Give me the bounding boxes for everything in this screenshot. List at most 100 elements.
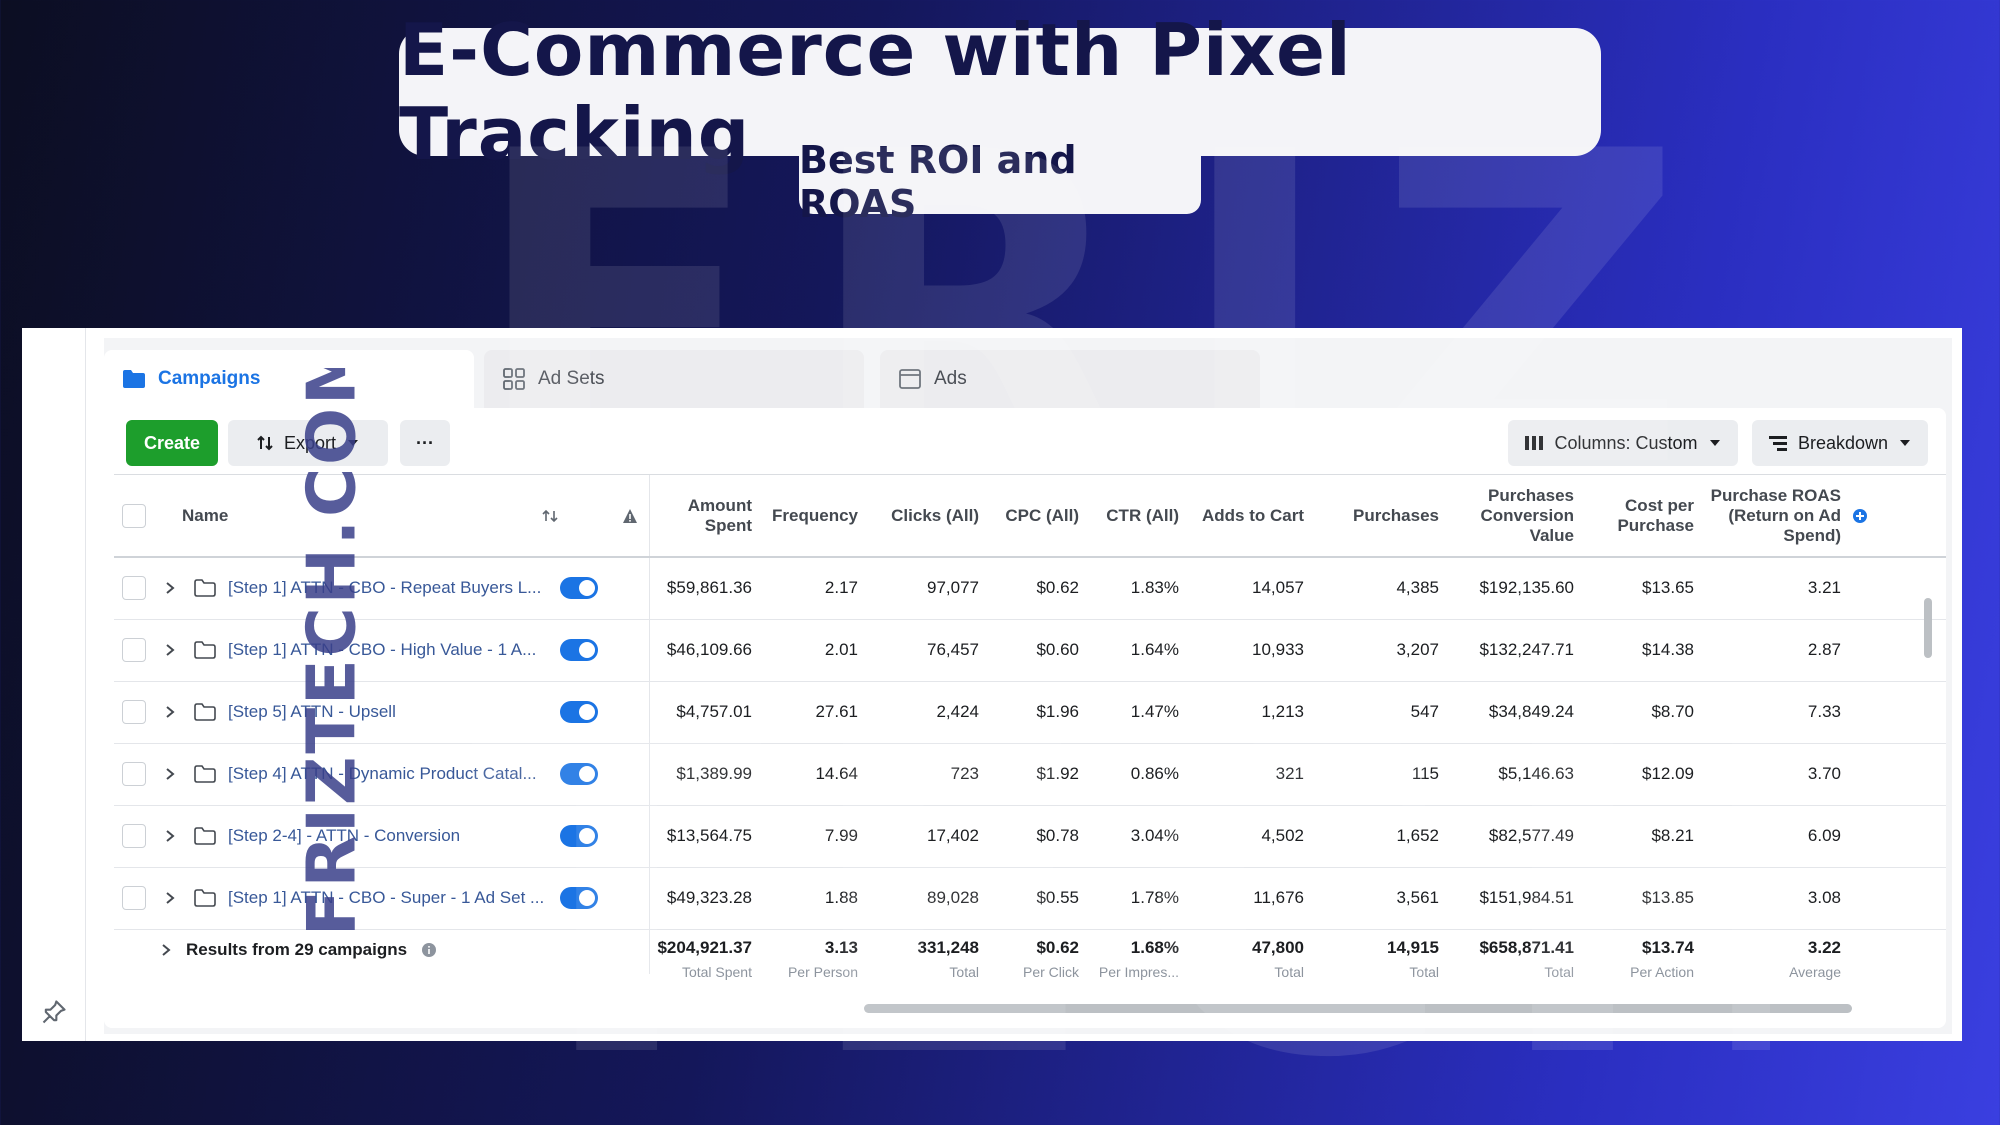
add-column-icon[interactable] (1852, 475, 1868, 557)
row-checkbox-cell[interactable] (122, 558, 146, 618)
more-options-button[interactable]: ··· (400, 420, 450, 466)
info-icon[interactable] (421, 942, 437, 958)
cell-amount-spent: $46,109.66 (666, 640, 752, 659)
cell-clicks: 76,457 (927, 640, 979, 659)
cell-cost-per-purchase: $13.65 (1642, 578, 1694, 597)
campaign-name-link[interactable]: [Step 5] ATTN - Upsell (228, 702, 396, 721)
row-checkbox[interactable] (122, 576, 146, 600)
create-button[interactable]: Create (126, 420, 218, 466)
tab-ad-sets[interactable]: Ad Sets (484, 350, 864, 408)
columns-label: Columns: Custom (1554, 432, 1698, 453)
expand-chevron-icon[interactable] (164, 682, 176, 742)
row-checkbox[interactable] (122, 886, 146, 910)
col-adds-to-cart[interactable]: Adds to Cart (1202, 506, 1304, 525)
cell-ctr: 1.64% (1130, 640, 1179, 659)
warning-icon (622, 475, 638, 557)
row-checkbox-cell[interactable] (122, 806, 146, 866)
campaign-name-link[interactable]: [Step 1] ATTN - CBO - Super - 1 Ad Set .… (228, 888, 545, 907)
table-row[interactable]: [Step 1] ATTN - CBO - High Value - 1 A..… (114, 620, 1946, 682)
cell-clicks: 2,424 (936, 702, 979, 721)
window-icon (899, 369, 921, 389)
col-conversion-value[interactable]: Purchases Conversion Value (1480, 486, 1574, 545)
breakdown-button[interactable]: Breakdown (1752, 420, 1928, 466)
campaign-name-link[interactable]: [Step 4] ATTN - Dynamic Product Catal... (228, 764, 537, 783)
table-row[interactable]: [Step 2-4] - ATTN - Conversion $13,564.75… (114, 806, 1946, 868)
campaign-toggle[interactable] (560, 806, 598, 866)
table-row[interactable]: [Step 1] ATTN - CBO - Super - 1 Ad Set .… (114, 868, 1946, 930)
cell-cpc: $0.60 (1036, 640, 1079, 659)
row-checkbox[interactable] (122, 700, 146, 724)
summary-purchases-sub: Total (1409, 964, 1439, 980)
summary-ctr-value: 1.68% (1130, 938, 1179, 957)
col-ctr[interactable]: CTR (All) (1106, 506, 1179, 525)
select-all-checkbox-cell[interactable] (122, 475, 146, 557)
horizontal-scrollbar[interactable] (864, 1004, 1852, 1013)
tab-campaigns[interactable]: Campaigns (104, 350, 474, 408)
row-checkbox-cell[interactable] (122, 682, 146, 742)
expand-chevron-icon[interactable] (164, 620, 176, 680)
campaign-toggle[interactable] (560, 558, 598, 618)
row-checkbox-cell[interactable] (122, 620, 146, 680)
col-frequency[interactable]: Frequency (772, 506, 858, 525)
campaign-name-link[interactable]: [Step 2-4] - ATTN - Conversion (228, 826, 461, 845)
pin-icon[interactable] (40, 998, 68, 1026)
cell-ctr: 1.47% (1130, 702, 1179, 721)
row-checkbox-cell[interactable] (122, 868, 146, 928)
campaign-name-link[interactable]: [Step 1] ATTN - CBO - High Value - 1 A..… (228, 640, 537, 659)
campaigns-content: Create Export ··· Columns: Custom Breakd… (104, 408, 1946, 1028)
col-roas[interactable]: Purchase ROAS (Return on Ad Spend) (1710, 486, 1841, 545)
campaign-toggle[interactable] (560, 620, 598, 680)
col-amount-spent[interactable]: Amount Spent (687, 496, 752, 535)
summary-row: Results from 29 campaigns $204,921.37 Tot… (114, 930, 1946, 1010)
col-name[interactable]: Name (182, 506, 229, 525)
sort-icon[interactable] (542, 475, 558, 557)
campaign-name-link[interactable]: [Step 1] ATTN - CBO - Repeat Buyers L... (228, 578, 542, 597)
summary-amount-spent-value: $204,921.37 (657, 938, 752, 957)
folder-outline-icon (194, 868, 216, 928)
cell-frequency: 2.17 (824, 578, 858, 597)
col-cpc[interactable]: CPC (All) (1005, 506, 1079, 525)
col-purchases[interactable]: Purchases (1353, 506, 1439, 525)
cell-frequency: 1.88 (824, 888, 858, 907)
campaign-toggle[interactable] (560, 868, 598, 928)
cell-conv-value: $82,577.49 (1488, 826, 1574, 845)
cell-amount-spent: $59,861.36 (666, 578, 752, 597)
select-all-checkbox[interactable] (122, 504, 146, 528)
folder-outline-icon (194, 682, 216, 742)
summary-conv-value-value: $658,871.41 (1479, 938, 1574, 957)
caret-down-icon (1709, 440, 1720, 446)
expand-chevron-icon[interactable] (164, 558, 176, 618)
tab-campaigns-label: Campaigns (158, 368, 261, 389)
chevron-right-icon[interactable] (160, 943, 172, 957)
expand-chevron-icon[interactable] (164, 868, 176, 928)
row-checkbox[interactable] (122, 762, 146, 786)
table-row[interactable]: [Step 5] ATTN - Upsell $4,757.01 27.61 2,42… (114, 682, 1946, 744)
folder-icon (123, 370, 145, 388)
cell-ctr: 1.78% (1130, 888, 1179, 907)
vertical-scrollbar[interactable] (1924, 598, 1932, 658)
cell-adds-to-cart: 10,933 (1252, 640, 1304, 659)
row-checkbox-cell[interactable] (122, 744, 146, 804)
cell-ctr: 1.83% (1130, 578, 1179, 597)
row-checkbox[interactable] (122, 638, 146, 662)
table-row[interactable]: [Step 4] ATTN - Dynamic Product Catal...… (114, 744, 1946, 806)
campaign-toggle[interactable] (560, 744, 598, 804)
table-row[interactable]: [Step 1] ATTN - CBO - Repeat Buyers L...… (114, 558, 1946, 620)
expand-chevron-icon[interactable] (164, 744, 176, 804)
columns-button[interactable]: Columns: Custom (1508, 420, 1738, 466)
row-checkbox[interactable] (122, 824, 146, 848)
breakdown-icon (1768, 436, 1787, 451)
col-cost-per-purchase[interactable]: Cost per Purchase (1617, 496, 1694, 535)
cell-amount-spent: $13,564.75 (666, 826, 752, 845)
banner-title-box: E-Commerce with Pixel Tracking (399, 8, 1601, 176)
tab-ads[interactable]: Ads (880, 350, 1260, 408)
cell-amount-spent: $1,389.99 (676, 764, 752, 783)
expand-chevron-icon[interactable] (164, 806, 176, 866)
cell-cpc: $1.92 (1036, 764, 1079, 783)
cell-roas: 3.70 (1807, 764, 1841, 783)
campaign-toggle[interactable] (560, 682, 598, 742)
export-button[interactable]: Export (228, 420, 388, 466)
cell-amount-spent: $4,757.01 (676, 702, 752, 721)
summary-label: Results from 29 campaigns (186, 940, 408, 959)
col-clicks[interactable]: Clicks (All) (891, 506, 979, 525)
